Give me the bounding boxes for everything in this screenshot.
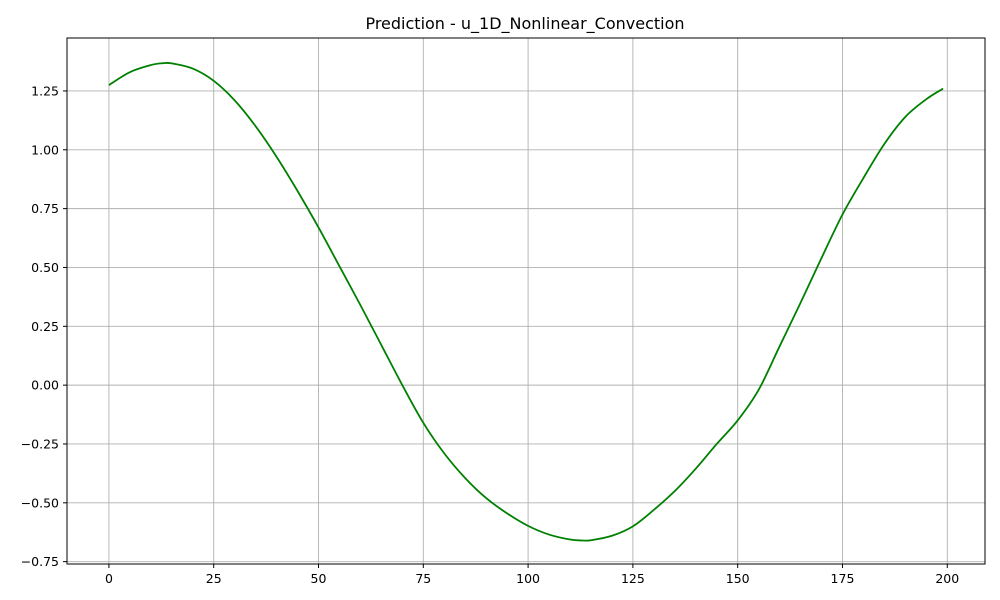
x-tick-label: 25 (206, 571, 222, 586)
x-tick-label: 75 (415, 571, 431, 586)
y-tick-label: −0.25 (21, 436, 59, 451)
x-tick-label: 200 (935, 571, 959, 586)
y-tick-label: 0.75 (31, 201, 59, 216)
tick-marks (63, 90, 948, 568)
y-tick-label: −0.75 (21, 554, 59, 569)
axes-frame (66, 37, 986, 565)
x-tick-label: 50 (311, 571, 327, 586)
y-tick-label: 0.25 (31, 319, 59, 334)
x-tick-label: 0 (105, 571, 113, 586)
series-line (108, 61, 944, 542)
y-tick-label: 1.25 (31, 83, 59, 98)
grid-lines (67, 38, 985, 564)
y-tick-label: −0.50 (21, 495, 59, 510)
x-tick-label: 175 (831, 571, 855, 586)
y-tick-label: 0.00 (31, 378, 59, 393)
x-tick-label: 150 (726, 571, 750, 586)
x-tick-label: 100 (516, 571, 540, 586)
y-tick-label: 0.50 (31, 260, 59, 275)
x-tick-label: 125 (621, 571, 645, 586)
tick-labels: 0 25 50 75 100 125 150 175 200 −0.75 −0.50 −0.25 0.0… (21, 83, 960, 586)
y-tick-label: 1.00 (31, 142, 59, 157)
series-layer (108, 61, 944, 542)
chart-title: Prediction - u_1D_Nonlinear_Convection (365, 14, 684, 34)
